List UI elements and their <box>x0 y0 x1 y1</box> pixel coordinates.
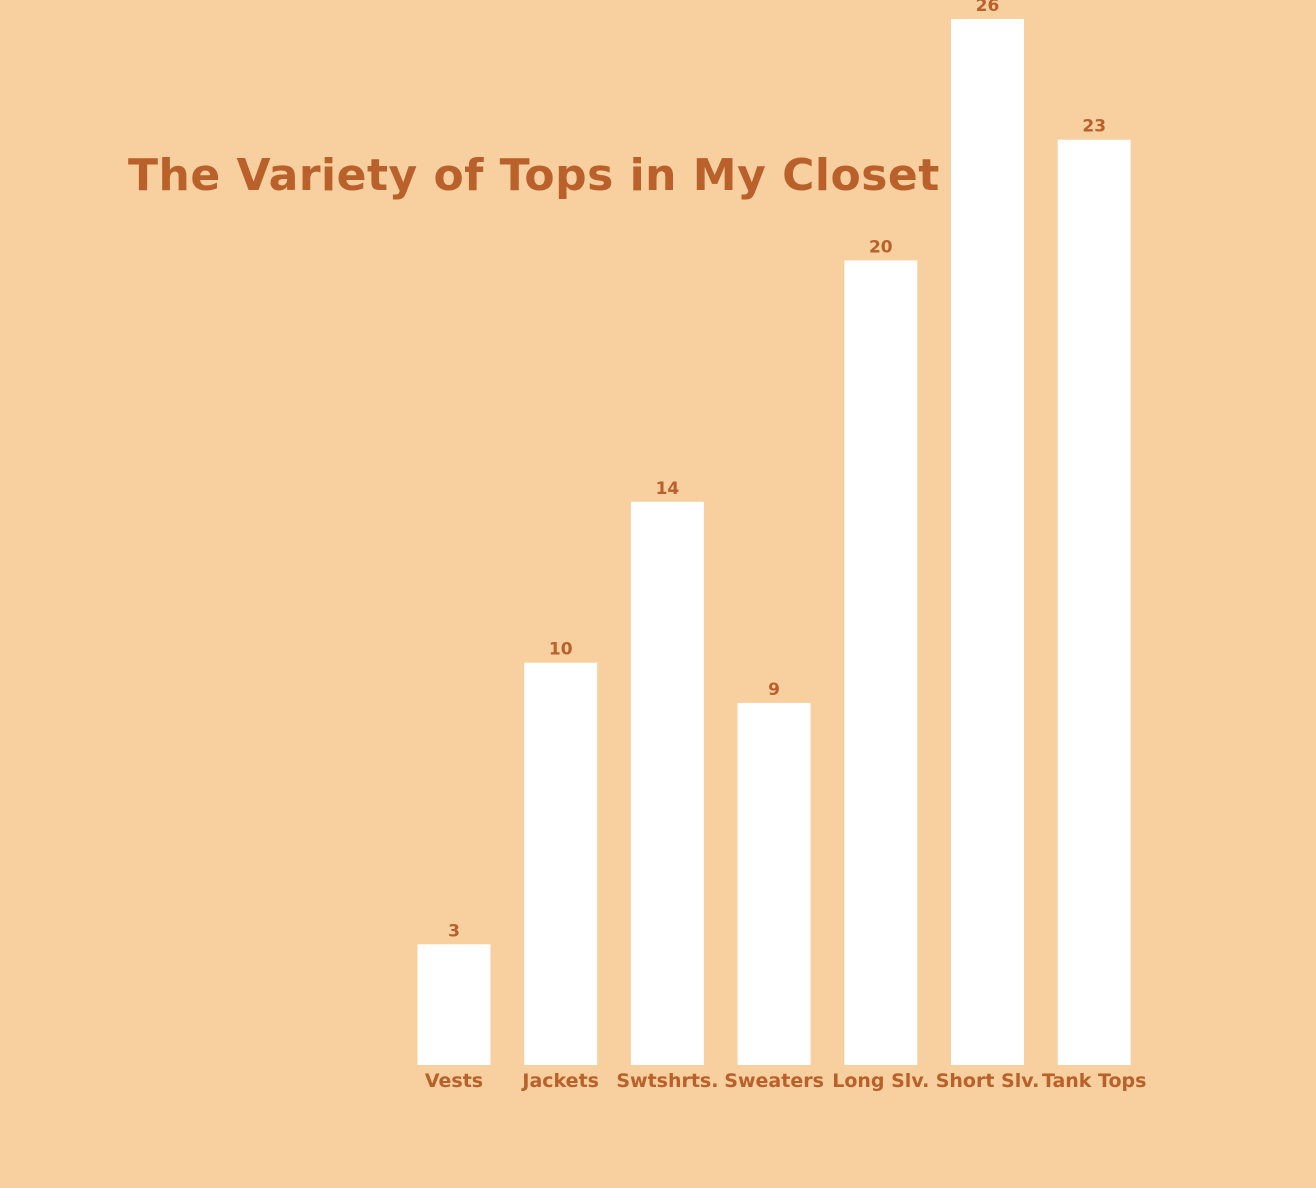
bar-tank-tops <box>1057 139 1131 1065</box>
category-label-sweaters: Sweaters <box>724 1070 824 1092</box>
category-label-tank-tops: Tank Tops <box>1042 1070 1147 1092</box>
bar-jackets <box>524 662 598 1065</box>
category-label-jackets: Jackets <box>520 1070 599 1092</box>
bar-swtshrts <box>630 501 704 1065</box>
bar-short-slv <box>951 19 1024 1065</box>
category-label-long-slv: Long Slv. <box>832 1070 929 1092</box>
value-label-jackets: 10 <box>549 640 573 660</box>
bar-vests <box>417 944 491 1065</box>
bar-long-slv <box>844 260 918 1065</box>
category-label-vests: Vests <box>425 1070 483 1092</box>
chart-title: The Variety of Tops in My Closet <box>128 150 940 201</box>
value-label-vests: 3 <box>448 921 460 941</box>
bars-layer <box>417 19 1131 1065</box>
value-label-long-slv: 20 <box>869 237 893 257</box>
value-label-sweaters: 9 <box>768 680 780 700</box>
value-label-swtshrts: 14 <box>656 479 680 499</box>
category-label-short-slv: Short Slv. <box>936 1070 1040 1092</box>
value-label-short-slv: 26 <box>976 0 1000 16</box>
value-label-tank-tops: 23 <box>1082 117 1106 137</box>
category-label-swtshrts: Swtshrts. <box>616 1070 718 1092</box>
labels-layer: 3 Vests 10 Jackets 14 Swtshrts. 9 Sweaters 20 Lon… <box>425 0 1147 1092</box>
bar-sweaters <box>737 702 811 1065</box>
